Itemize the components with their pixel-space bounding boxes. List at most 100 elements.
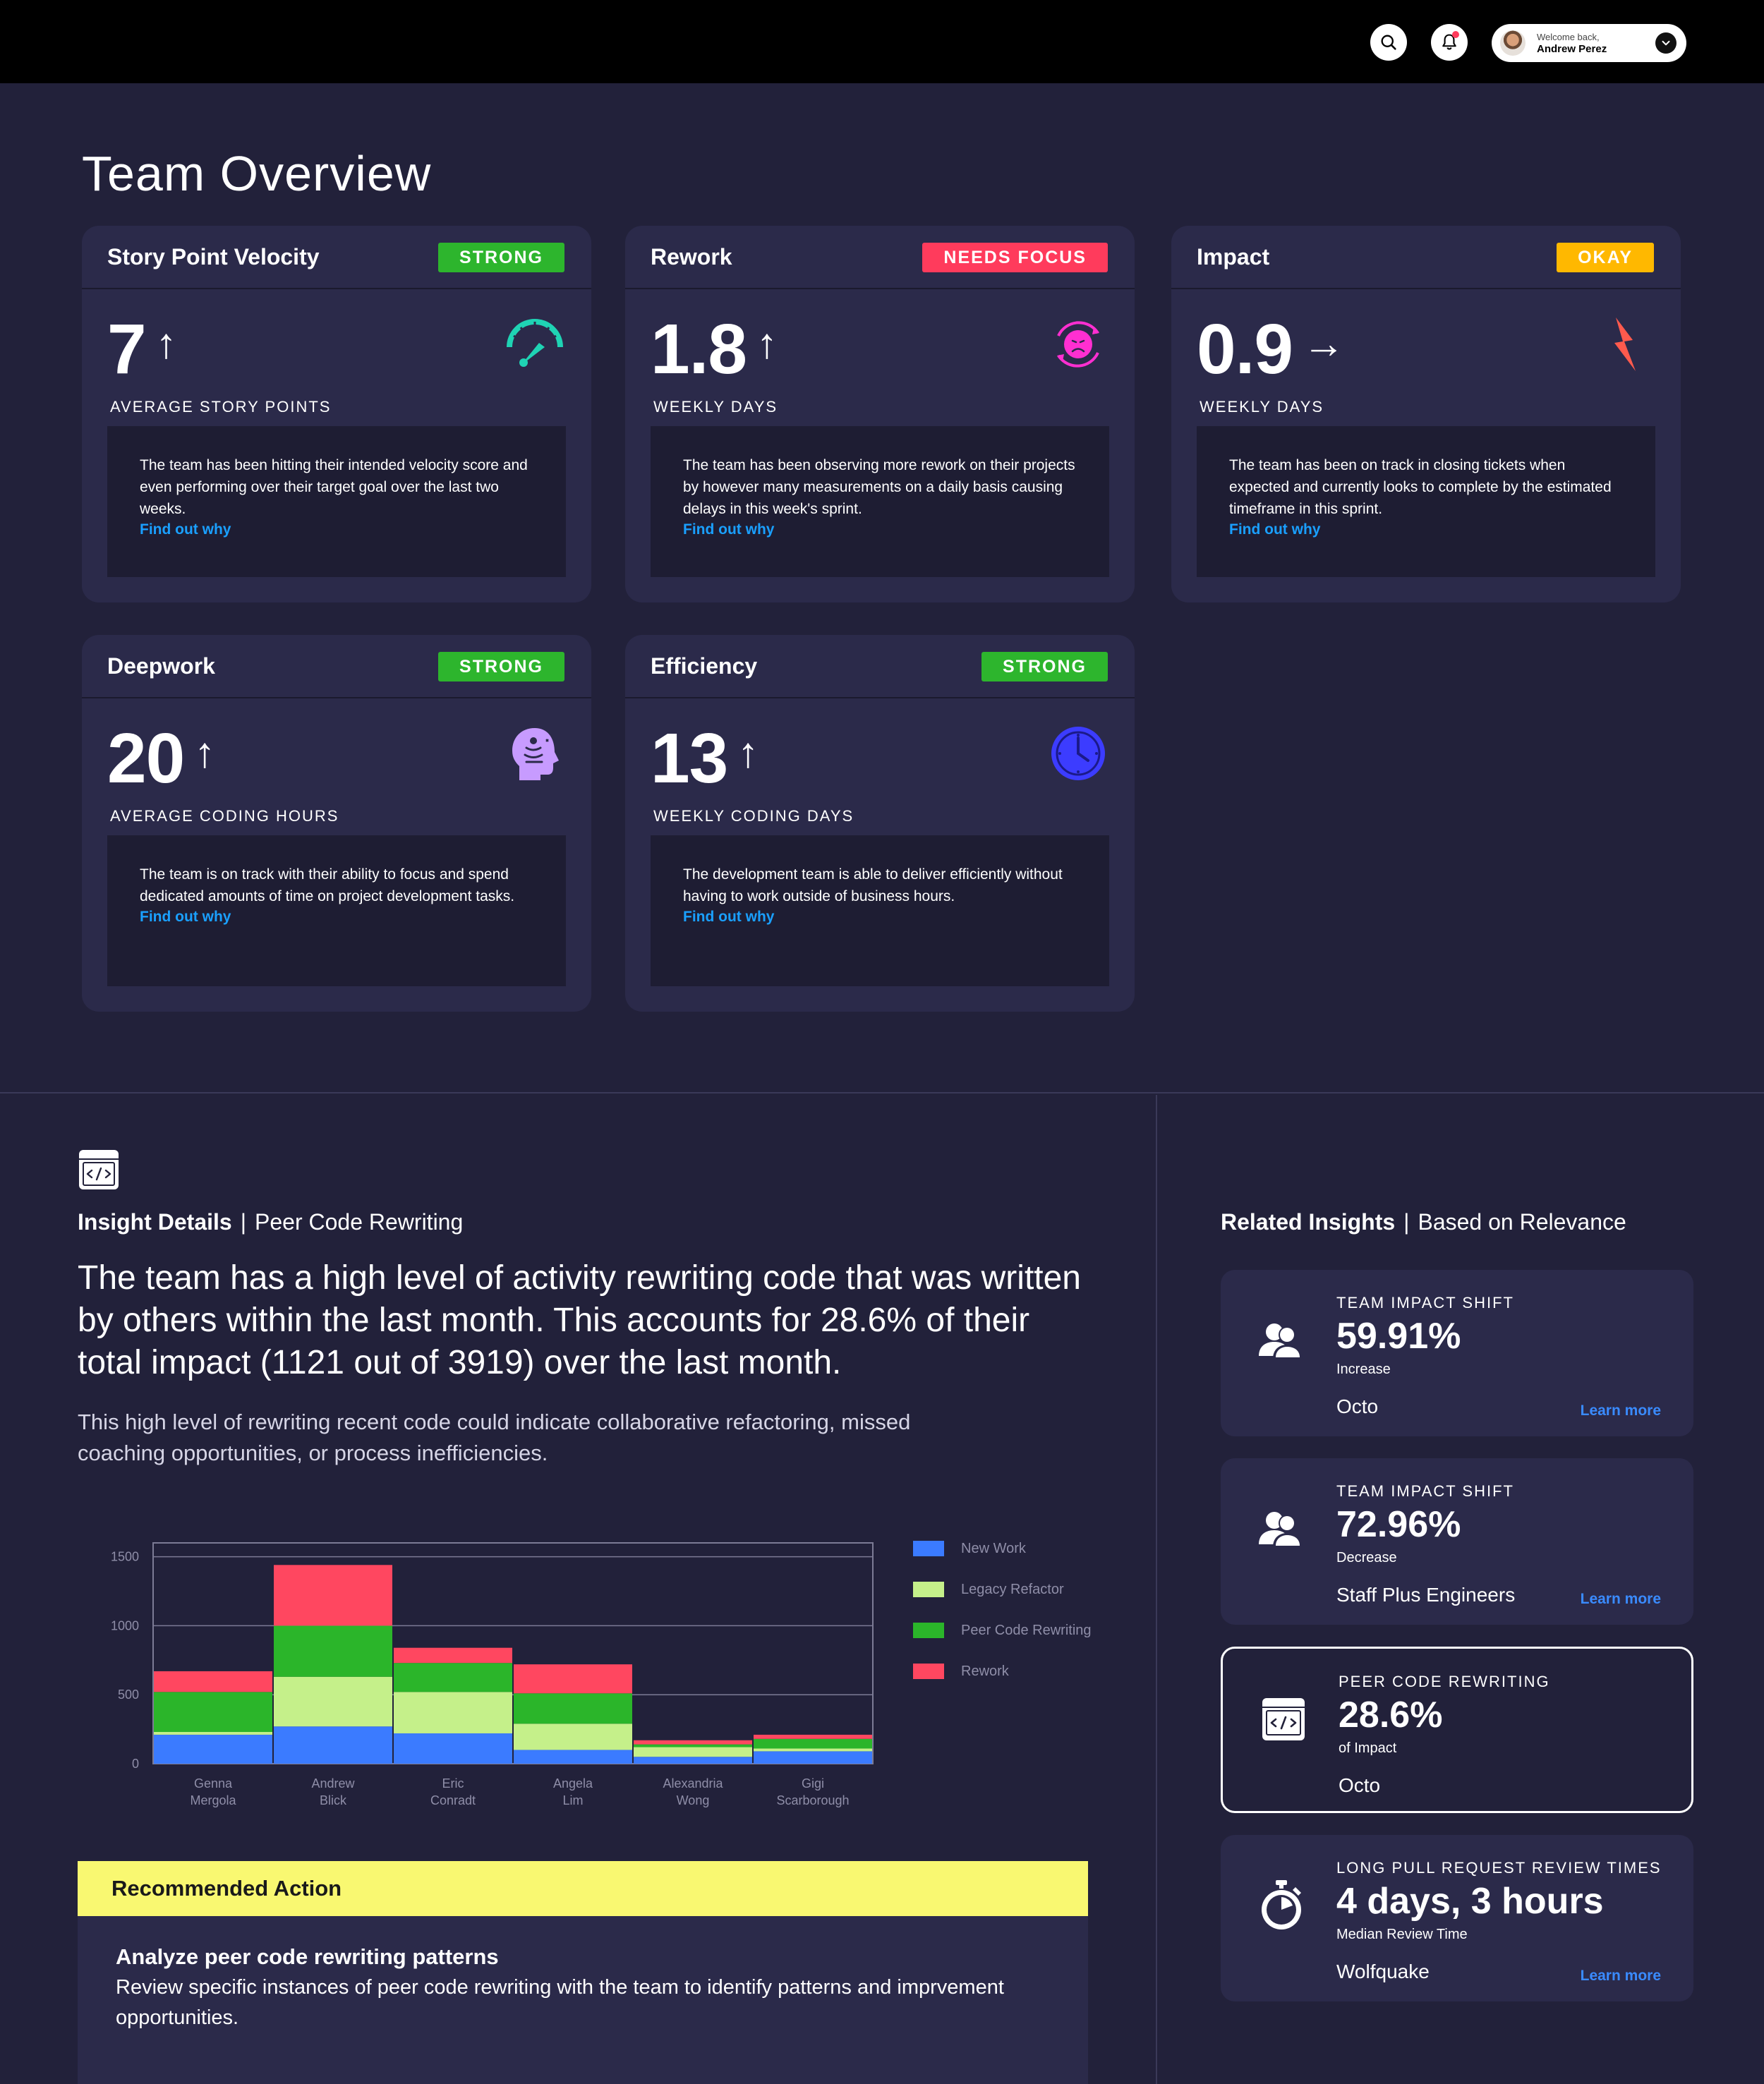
meditation-head-icon xyxy=(512,728,559,780)
metric-card-efficiency: Efficiency STRONG 13 ↑ WEEKLY CODING DAYS… xyxy=(625,635,1135,1012)
description-text: The team has been on track in closing ti… xyxy=(1229,457,1612,517)
insight-subtext: Increase xyxy=(1336,1362,1391,1377)
insight-subtext: Decrease xyxy=(1336,1550,1397,1565)
metric-card-rework: Rework NEEDS FOCUS 1.8 ↑ WEEKLY DAYS The … xyxy=(625,226,1135,602)
find-out-why-link[interactable]: Find out why xyxy=(140,909,231,925)
insight-label: LONG PULL REQUEST REVIEW TIMES xyxy=(1336,1859,1662,1877)
description-text: The team is on track with their ability … xyxy=(140,866,515,904)
insight-team: Octo xyxy=(1336,1395,1379,1417)
status-badge: OKAY xyxy=(1557,243,1654,272)
related-heading-subtitle: Based on Relevance xyxy=(1418,1209,1626,1235)
description-text: The team has been hitting their intended… xyxy=(140,457,528,517)
card-title: Impact xyxy=(1197,244,1270,269)
card-header: Deepwork STRONG xyxy=(82,635,591,698)
bar-segment xyxy=(634,1744,752,1747)
insight-team: Staff Plus Engineers xyxy=(1336,1584,1516,1606)
find-out-why-link[interactable]: Find out why xyxy=(140,521,231,538)
card-description: The team has been hitting their intended… xyxy=(107,426,566,577)
top-bar: Welcome back, Andrew Perez xyxy=(0,0,1764,83)
related-insight-card[interactable]: TEAM IMPACT SHIFT 59.91% Increase Octo L… xyxy=(1221,1270,1693,1436)
related-heading-title: Related Insights xyxy=(1221,1209,1396,1235)
insight-value: 72.96% xyxy=(1336,1504,1461,1545)
card-description: The team is on track with their ability … xyxy=(107,835,566,986)
chart-x-labels: Genna Mergola Andrew Blick Eric Conradt Angela… xyxy=(190,1776,849,1807)
status-badge: STRONG xyxy=(438,652,564,681)
recommended-action-body: Analyze peer code rewriting patterns Rev… xyxy=(78,1916,1088,2084)
trend-up-icon: ↑ xyxy=(194,729,215,776)
x-tick-label: Blick xyxy=(320,1793,347,1807)
y-tick-label: 1000 xyxy=(111,1618,139,1632)
bar-segment xyxy=(514,1723,632,1750)
learn-more-link[interactable]: Learn more xyxy=(1580,1403,1661,1419)
insight-subtext: of Impact xyxy=(1339,1740,1397,1756)
metric-number: 0.9 xyxy=(1197,310,1293,389)
trend-flat-icon: → xyxy=(1303,320,1345,367)
welcome-text: Welcome back, xyxy=(1537,32,1600,42)
x-tick-label: Wong xyxy=(677,1793,710,1807)
x-tick-label: Alexandria xyxy=(663,1776,723,1791)
bar-segment xyxy=(634,1740,752,1745)
related-insights-heading: Related Insights | Based on Relevance xyxy=(1221,1209,1626,1235)
stacked-bar-chart: 0 500 1000 1500 Genna Mergola Andrew Blick Eric… xyxy=(111,1541,1092,1807)
learn-more-link[interactable]: Learn more xyxy=(1580,1968,1661,1984)
bar-segment xyxy=(274,1565,392,1626)
metric-label: WEEKLY DAYS xyxy=(1200,398,1324,416)
bar-segment xyxy=(754,1748,872,1752)
user-menu[interactable]: Welcome back, Andrew Perez xyxy=(1492,24,1686,62)
status-badge: STRONG xyxy=(438,243,564,272)
card-header: Rework NEEDS FOCUS xyxy=(625,226,1135,289)
recommended-action-text: Review specific instances of peer code r… xyxy=(116,1976,1004,2029)
legend-label: New Work xyxy=(961,1541,1027,1556)
insight-label: PEER CODE REWRITING xyxy=(1339,1673,1550,1690)
card-description: The team has been observing more rework … xyxy=(651,426,1109,577)
card-header: Impact OKAY xyxy=(1171,226,1681,289)
heading-separator: | xyxy=(1403,1209,1410,1235)
find-out-why-link[interactable]: Find out why xyxy=(1229,521,1321,538)
recommended-action-title: Analyze peer code rewriting patterns xyxy=(116,1944,499,1969)
bar-segment xyxy=(394,1647,512,1664)
users-icon xyxy=(1259,1323,1303,1359)
find-out-why-link[interactable]: Find out why xyxy=(683,909,775,925)
search-button[interactable] xyxy=(1370,24,1407,61)
related-insight-card-selected[interactable]: PEER CODE REWRITING 28.6% of Impact Octo xyxy=(1221,1647,1693,1813)
legend-label: Legacy Refactor xyxy=(961,1582,1064,1597)
insight-value: 28.6% xyxy=(1339,1695,1443,1735)
bar-segment xyxy=(154,1734,272,1764)
page-title: Team Overview xyxy=(82,146,432,201)
card-description: The development team is able to deliver … xyxy=(651,835,1109,986)
overview-section xyxy=(0,83,1764,1094)
description-text: The development team is able to deliver … xyxy=(683,866,1063,904)
metric-label: AVERAGE STORY POINTS xyxy=(110,398,332,416)
sad-face-cycle-icon xyxy=(1057,321,1099,368)
bar-segment xyxy=(274,1726,392,1764)
metric-value: 7 ↑ xyxy=(107,309,177,390)
related-insight-card[interactable]: TEAM IMPACT SHIFT 72.96% Decrease Staff … xyxy=(1221,1458,1693,1625)
stopwatch-icon xyxy=(1262,1880,1301,1929)
chart-bars xyxy=(154,1565,872,1764)
insight-label: TEAM IMPACT SHIFT xyxy=(1336,1482,1514,1500)
card-header: Efficiency STRONG xyxy=(625,635,1135,698)
learn-more-link[interactable]: Learn more xyxy=(1580,1591,1661,1607)
user-menu-toggle[interactable] xyxy=(1655,32,1677,54)
lightning-icon xyxy=(1614,317,1636,371)
clock-icon xyxy=(1051,727,1105,780)
chart-grid xyxy=(153,1556,873,1695)
users-icon xyxy=(1259,1512,1303,1547)
y-tick-label: 1500 xyxy=(111,1550,139,1564)
bar-segment xyxy=(754,1734,872,1739)
plot-frame xyxy=(152,1542,874,1764)
notification-dot xyxy=(1452,31,1459,38)
insight-subtext: Median Review Time xyxy=(1336,1927,1468,1942)
y-tick-label: 500 xyxy=(118,1688,139,1702)
metric-value: 20 ↑ xyxy=(107,718,215,799)
bar-segment xyxy=(154,1671,272,1692)
metric-number: 1.8 xyxy=(651,310,747,389)
bar-segment xyxy=(514,1693,632,1724)
search-icon xyxy=(1381,35,1396,50)
notifications-button[interactable] xyxy=(1431,24,1468,61)
heading-separator: | xyxy=(240,1209,247,1235)
bar-segment xyxy=(634,1757,752,1764)
find-out-why-link[interactable]: Find out why xyxy=(683,521,775,538)
related-insight-card[interactable]: LONG PULL REQUEST REVIEW TIMES 4 days, 3… xyxy=(1221,1835,1693,2001)
y-tick-label: 0 xyxy=(132,1757,139,1771)
